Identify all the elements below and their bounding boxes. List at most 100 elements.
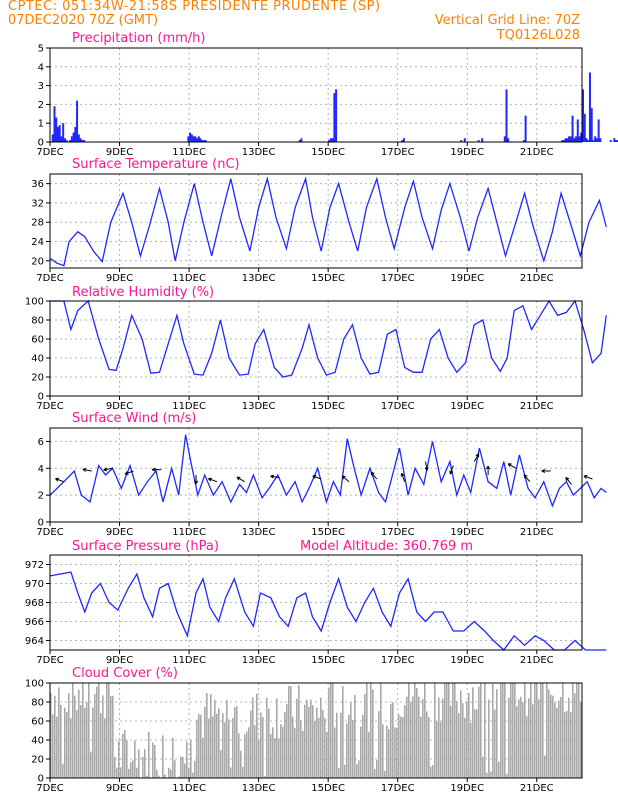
cloud-column	[538, 699, 540, 778]
wind-frame	[49, 427, 583, 523]
precip-bar	[69, 140, 72, 142]
cloud-column	[400, 716, 402, 778]
x-tick-label: 9DEC	[106, 147, 133, 158]
precip-bar	[595, 138, 598, 142]
cloud-column	[530, 683, 532, 778]
cloud-column	[488, 699, 490, 778]
cloud-column	[396, 727, 398, 778]
x-tick-label: 21DEC	[520, 147, 554, 158]
cloud-column	[226, 700, 228, 778]
x-tick-label: 7DEC	[36, 527, 63, 538]
x-tick-label: 13DEC	[242, 273, 276, 284]
precip-bar	[202, 140, 205, 142]
grid-line-info: Vertical Grid Line: 70Z	[434, 13, 580, 28]
cloud-column	[340, 712, 342, 778]
x-tick-label: 17DEC	[381, 527, 415, 538]
wind-arrow-head	[523, 474, 528, 479]
cloud-column	[432, 765, 434, 778]
model-altitude: Model Altitude: 360.769 m	[300, 539, 473, 554]
wind-arrow-head	[565, 477, 570, 482]
cloud-column	[208, 718, 210, 778]
x-tick-label: 19DEC	[450, 527, 484, 538]
precip-bar	[196, 138, 199, 142]
cloud-column	[324, 718, 326, 778]
cloud-column	[244, 734, 246, 778]
cloud-column	[92, 707, 94, 778]
wind-arrow	[523, 474, 531, 483]
wind-arrow-head	[507, 463, 512, 467]
y-tick-label: 80	[31, 698, 44, 709]
wind-arrow-head	[312, 475, 317, 479]
cloud-column	[112, 695, 114, 778]
cloud-column	[542, 683, 544, 778]
precip-bar	[587, 140, 590, 142]
y-tick-label: 24	[31, 237, 44, 248]
cloud-column	[82, 683, 84, 778]
x-tick-label: 15DEC	[311, 655, 345, 666]
cloud-column	[430, 766, 432, 778]
cloud-title: Cloud Cover (%)	[72, 666, 178, 681]
cloud-column	[228, 719, 230, 778]
precip-bar	[329, 138, 332, 142]
cloud-column	[272, 727, 274, 778]
wind-arrow-head	[103, 467, 108, 472]
cloud-column	[222, 713, 224, 778]
x-tick-label: 9DEC	[106, 401, 133, 412]
cloud-column	[186, 741, 188, 778]
cloud-column	[202, 737, 204, 778]
cloud-column	[122, 733, 124, 778]
y-tick-label: 32	[31, 198, 44, 209]
cloud-column	[350, 702, 352, 778]
precip-bar	[331, 138, 334, 142]
x-tick-label: 9DEC	[106, 655, 133, 666]
wind-arrow	[124, 470, 134, 475]
precip-bar	[507, 138, 510, 142]
cloud-column	[118, 740, 120, 778]
wind-arrow-head	[270, 474, 275, 479]
precip-bar	[83, 140, 86, 142]
cloud-column	[580, 702, 582, 778]
cloud-column	[144, 749, 146, 778]
cloud-column	[246, 731, 248, 778]
cloud-column	[374, 769, 376, 778]
x-tick-label: 15DEC	[311, 273, 345, 284]
precip-bar	[588, 72, 591, 142]
cloud-column	[234, 707, 236, 778]
cloud-column	[50, 693, 52, 778]
cloud-column	[130, 762, 132, 778]
cloud-column	[510, 683, 512, 778]
y-tick-label: 20	[31, 755, 44, 766]
cloud-column	[496, 689, 498, 778]
cloud-column	[456, 701, 458, 778]
x-tick-label: 7DEC	[36, 783, 63, 794]
cloud-column	[500, 683, 502, 778]
wind-arrow	[341, 475, 350, 483]
rh-panel: 0 20 40 60 80 100 7DEC 9DEC 11DEC 13DEC 15DEC 17DEC…	[25, 285, 607, 412]
precip-panel: 0 1 2 3 4 5 7DEC 9DEC 11DEC 13DEC 15DEC 17DEC 19DEC 2…	[36, 31, 618, 158]
x-tick-label: 19DEC	[450, 273, 484, 284]
cloud-column	[290, 686, 292, 778]
temp-frame	[49, 173, 583, 269]
wind-arrow-head	[236, 476, 241, 481]
cloud-column	[100, 713, 102, 778]
cloud-column	[168, 767, 170, 778]
wind-panel: 0 2 4 6 7DEC 9DEC 11DEC 13DEC 15DEC 17DEC 19DEC 21D…	[36, 411, 607, 538]
x-tick-label: 11DEC	[172, 655, 206, 666]
cloud-column	[296, 698, 298, 778]
precip-bar	[477, 140, 480, 142]
rh-series-line	[50, 299, 607, 378]
temp-series-line	[49, 176, 607, 267]
cloud-column	[236, 706, 238, 778]
cloud-column	[464, 717, 466, 778]
cloud-column	[540, 683, 542, 778]
wind-arrow-head	[82, 467, 87, 472]
cloud-column	[60, 704, 62, 778]
cloud-column	[556, 707, 558, 778]
cloud-column	[394, 727, 396, 778]
y-tick-label: 3	[38, 81, 44, 92]
x-tick-label: 9DEC	[106, 783, 133, 794]
cloud-column	[498, 761, 500, 778]
cloud-column	[70, 718, 72, 778]
precip-bar	[460, 140, 463, 142]
